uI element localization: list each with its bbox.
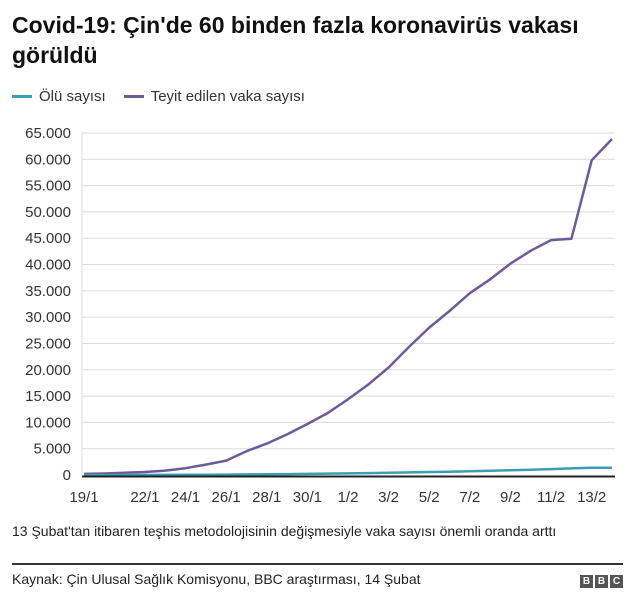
footer-divider	[12, 563, 623, 565]
svg-text:45.000: 45.000	[25, 230, 71, 247]
y-axis-labels: 0 5.000 10.000 15.000 20.000 25.000 30.000 35.0…	[25, 125, 71, 484]
bbc-logo-c: C	[610, 575, 623, 588]
svg-text:24/1: 24/1	[171, 489, 200, 506]
x-axis-labels: 19/1 22/1 24/1 26/1 28/1 30/1 1/2 3/2 5/2 7/2 9/2 1…	[69, 489, 606, 506]
svg-text:28/1: 28/1	[252, 489, 281, 506]
svg-text:26/1: 26/1	[212, 489, 241, 506]
source-text: Kaynak: Çin Ulusal Sağlık Komisyonu, BBC…	[12, 571, 421, 587]
legend-item-deaths: Ölü sayısı	[12, 88, 106, 105]
line-chart: 0 5.000 10.000 15.000 20.000 25.000 30.000 35.0…	[25, 125, 615, 506]
legend-swatch-confirmed	[123, 95, 144, 98]
svg-text:11/2: 11/2	[537, 489, 565, 506]
svg-text:5.000: 5.000	[33, 441, 71, 458]
svg-text:10.000: 10.000	[25, 414, 71, 431]
legend-label-deaths: Ölü sayısı	[39, 88, 106, 105]
legend: Ölü sayısı Teyit edilen vaka sayısı	[12, 88, 305, 105]
grid-lines	[81, 132, 615, 475]
legend-label-confirmed: Teyit edilen vaka sayısı	[150, 88, 305, 105]
bbc-logo: B B C	[580, 575, 623, 588]
svg-text:19/1: 19/1	[69, 489, 98, 506]
svg-text:65.000: 65.000	[25, 125, 71, 142]
svg-text:55.000: 55.000	[25, 178, 71, 195]
svg-text:30.000: 30.000	[25, 309, 71, 326]
svg-text:40.000: 40.000	[25, 257, 71, 274]
svg-text:3/2: 3/2	[378, 489, 399, 506]
svg-text:13/2: 13/2	[577, 489, 606, 506]
chart-note: 13 Şubat'tan itibaren teşhis metodolojis…	[12, 523, 557, 539]
bbc-logo-b1: B	[580, 575, 593, 588]
svg-text:0: 0	[63, 467, 71, 484]
svg-text:30/1: 30/1	[293, 489, 322, 506]
svg-text:1/2: 1/2	[338, 489, 359, 506]
svg-text:35.000: 35.000	[25, 283, 71, 300]
svg-text:25.000: 25.000	[25, 335, 71, 352]
bbc-logo-b2: B	[595, 575, 608, 588]
svg-text:22/1: 22/1	[130, 489, 159, 506]
svg-text:15.000: 15.000	[25, 388, 71, 405]
data-lines	[82, 138, 615, 478]
svg-text:9/2: 9/2	[500, 489, 521, 506]
svg-text:50.000: 50.000	[25, 204, 71, 221]
legend-item-confirmed: Teyit edilen vaka sayısı	[123, 88, 305, 105]
svg-text:60.000: 60.000	[25, 151, 71, 168]
svg-text:7/2: 7/2	[459, 489, 480, 506]
svg-text:20.000: 20.000	[25, 362, 71, 379]
legend-swatch-deaths	[12, 95, 32, 98]
svg-text:5/2: 5/2	[419, 489, 440, 506]
chart-title: Covid-19: Çin'de 60 binden fazla koronav…	[12, 12, 579, 68]
